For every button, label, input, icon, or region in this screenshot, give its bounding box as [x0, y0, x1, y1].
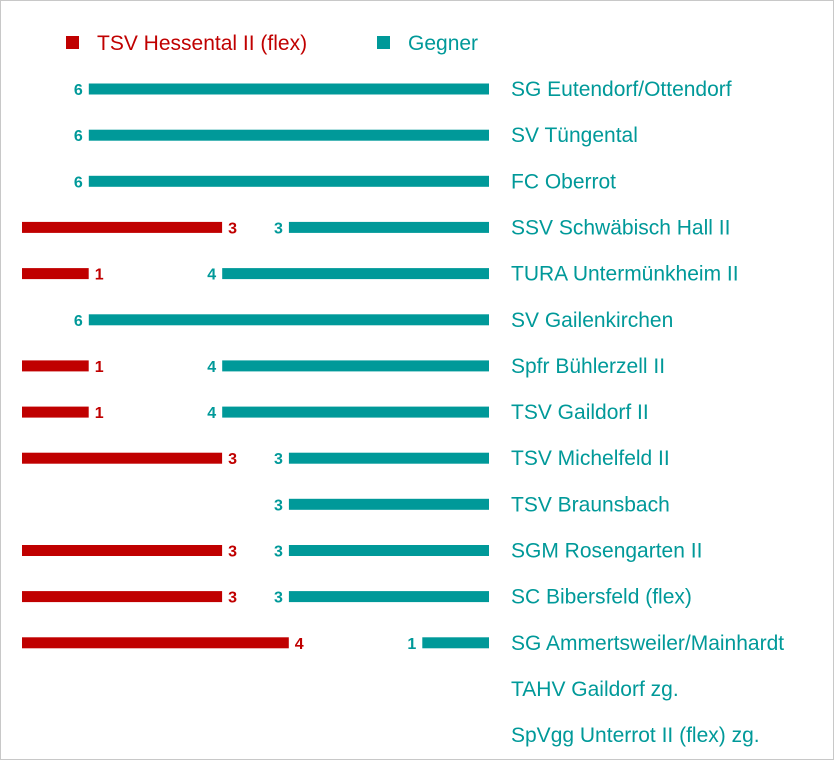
- legend-swatch-home: [66, 36, 79, 49]
- value-label-home: 1: [95, 267, 104, 284]
- chart-row: 6 SV Tüngental: [74, 124, 638, 147]
- bar-home: [22, 360, 89, 372]
- chart-row: SpVgg Unterrot II (flex) zg.: [511, 724, 760, 747]
- value-label-home: 1: [95, 359, 104, 376]
- chart-row: 1 4 TURA Untermünkheim II: [22, 263, 739, 286]
- chart-row: 1 4 TSV Gaildorf II: [22, 401, 649, 424]
- chart-row: 6 SV Gailenkirchen: [74, 309, 673, 332]
- bar-away: [288, 545, 489, 556]
- bar-away: [288, 498, 489, 510]
- team-label: TSV Braunsbach: [511, 493, 670, 516]
- bar-home: [22, 637, 289, 649]
- bar-away: [288, 452, 489, 464]
- chart-row: 3 3 SC Bibersfeld (flex): [22, 586, 692, 609]
- chart-row: 6 SG Eutendorf/Ottendorf: [74, 78, 732, 101]
- team-label: SV Tüngental: [511, 124, 638, 147]
- bar-away: [222, 406, 489, 418]
- team-label: SC Bibersfeld (flex): [511, 586, 692, 609]
- bar-away: [88, 314, 490, 326]
- team-label: FC Oberrot: [511, 170, 616, 193]
- value-label-home: 3: [228, 544, 237, 561]
- chart-row: 3 3 SSV Schwäbisch Hall II: [22, 216, 730, 239]
- team-label: TSV Michelfeld II: [511, 447, 670, 470]
- team-label: TSV Gaildorf II: [511, 401, 649, 424]
- legend: TSV Hessental II (flex) Gegner: [66, 32, 478, 55]
- team-label: SpVgg Unterrot II (flex) zg.: [511, 724, 760, 747]
- value-label-away: 3: [274, 220, 283, 237]
- value-label-away: 4: [207, 405, 216, 422]
- bar-away: [222, 268, 489, 280]
- team-label: SG Eutendorf/Ottendorf: [511, 78, 732, 101]
- value-label-away: 4: [207, 359, 216, 376]
- chart-row: 3 3 SGM Rosengarten II: [22, 540, 702, 563]
- value-label-home: 3: [228, 220, 237, 237]
- value-label-home: 3: [228, 451, 237, 468]
- value-label-away: 6: [74, 128, 83, 145]
- team-label: SSV Schwäbisch Hall II: [511, 216, 730, 239]
- chart-row: 6 FC Oberrot: [74, 170, 616, 193]
- chart-row: 3 3 TSV Michelfeld II: [22, 447, 670, 470]
- bar-away: [88, 129, 490, 141]
- chart-row: 3 TSV Braunsbach: [274, 493, 670, 516]
- bar-away: [222, 360, 489, 372]
- bar-away: [88, 175, 490, 187]
- value-label-away: 3: [274, 590, 283, 607]
- bar-home: [22, 268, 89, 280]
- value-label-home: 3: [228, 590, 237, 607]
- value-label-away: 6: [74, 82, 83, 99]
- team-label: SG Ammertsweiler/Mainhardt: [511, 632, 784, 655]
- legend-label-away: Gegner: [408, 32, 478, 55]
- bar-home: [22, 545, 223, 556]
- value-label-away: 3: [274, 451, 283, 468]
- bar-away: [288, 591, 489, 603]
- team-label: TAHV Gaildorf zg.: [511, 678, 679, 701]
- bar-away: [422, 637, 489, 649]
- value-label-home: 1: [95, 405, 104, 422]
- team-label: SGM Rosengarten II: [511, 540, 702, 563]
- team-label: SV Gailenkirchen: [511, 309, 673, 332]
- value-label-home: 4: [295, 636, 304, 653]
- value-label-away: 3: [274, 544, 283, 561]
- legend-label-home: TSV Hessental II (flex): [97, 32, 307, 55]
- team-label: Spfr Bühlerzell II: [511, 355, 665, 378]
- value-label-away: 6: [74, 174, 83, 191]
- bars-layer: 6 SG Eutendorf/Ottendorf 6 SV Tüngental 6 FC …: [22, 78, 784, 747]
- bar-home: [22, 406, 89, 418]
- team-label: TURA Untermünkheim II: [511, 263, 739, 286]
- chart-row: 4 1 SG Ammertsweiler/Mainhardt: [22, 632, 784, 655]
- chart-row: 1 4 Spfr Bühlerzell II: [22, 355, 665, 378]
- bar-home: [22, 452, 223, 464]
- chart-row: TAHV Gaildorf zg.: [511, 678, 679, 701]
- bar-home: [22, 591, 223, 603]
- bar-away: [88, 83, 490, 95]
- value-label-away: 6: [74, 313, 83, 330]
- bar-home: [22, 221, 223, 233]
- value-label-away: 1: [407, 636, 416, 653]
- value-label-away: 3: [274, 497, 283, 514]
- bar-away: [288, 221, 489, 233]
- legend-swatch-away: [377, 36, 390, 49]
- value-label-away: 4: [207, 267, 216, 284]
